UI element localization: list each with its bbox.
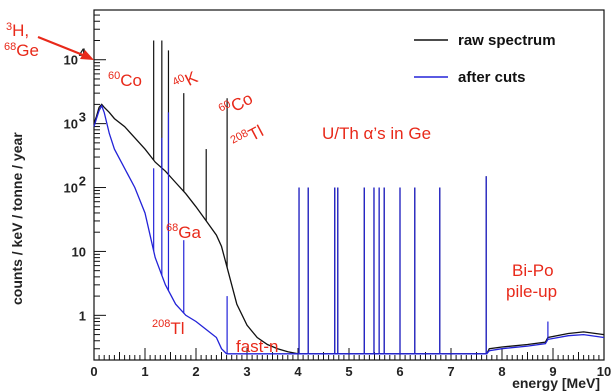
- y-tick-label: 10: [64, 53, 78, 68]
- annotations: 3H, 68Ge 60Co 40K 60Co 208Tl U/Th α’s in…: [4, 21, 557, 356]
- x-tick-label: 2: [192, 364, 199, 379]
- x-tick-label: 0: [90, 364, 97, 379]
- annotation-ga68: 68Ga: [166, 222, 201, 242]
- legend-label-cuts: after cuts: [458, 69, 526, 86]
- x-tick-label: 1: [141, 364, 148, 379]
- annotation-bipo: Bi-Po: [512, 261, 554, 280]
- annotation-pileup: pile-up: [506, 282, 557, 301]
- series-line-0: [93, 103, 605, 355]
- plot-frame: [93, 9, 605, 361]
- axis-ticks: [93, 9, 605, 361]
- y-tick-exponent: 2: [79, 174, 86, 189]
- x-tick-label: 7: [447, 364, 454, 379]
- x-tick-label: 9: [549, 364, 556, 379]
- x-tick-label: 5: [345, 364, 352, 379]
- y-tick-exponent: 4: [79, 46, 87, 61]
- y-tick-label: 10: [64, 181, 78, 196]
- y-axis-title: counts / keV / tonne / year: [9, 132, 25, 305]
- annotation-tl208-bottom: 208Tl: [152, 318, 185, 338]
- annotation-co60-left: 60Co: [108, 70, 142, 90]
- x-tick-label: 8: [498, 364, 505, 379]
- y-tick-exponent: 3: [79, 110, 86, 125]
- x-tick-label: 6: [396, 364, 403, 379]
- x-tick-label: 3: [243, 364, 250, 379]
- annotation-fast-n: fast-n: [236, 337, 279, 356]
- annotation-h3: 3H,: [6, 21, 29, 40]
- y-tick-label: 10: [72, 244, 86, 259]
- x-axis-title: energy [MeV]: [512, 375, 600, 391]
- annotation-ge68: 68Ge: [4, 41, 39, 60]
- y-tick-label: 10: [64, 117, 78, 132]
- arrow-head-icon: [80, 50, 94, 60]
- legend-label-raw: raw spectrum: [458, 32, 556, 49]
- series-line-1: [93, 104, 605, 355]
- x-tick-label: 4: [294, 364, 302, 379]
- annotation-arrow: [37, 35, 89, 59]
- x-tick-label: 10: [597, 364, 611, 379]
- series-layer: [93, 40, 605, 355]
- x-tick-labels: 0 1 2 3 4 5 6 7 8 9 10: [90, 364, 611, 379]
- y-tick-label: 1: [79, 308, 86, 323]
- legend: raw spectrum after cuts: [414, 32, 556, 86]
- annotation-alphas: U/Th α’s in Ge: [322, 124, 431, 143]
